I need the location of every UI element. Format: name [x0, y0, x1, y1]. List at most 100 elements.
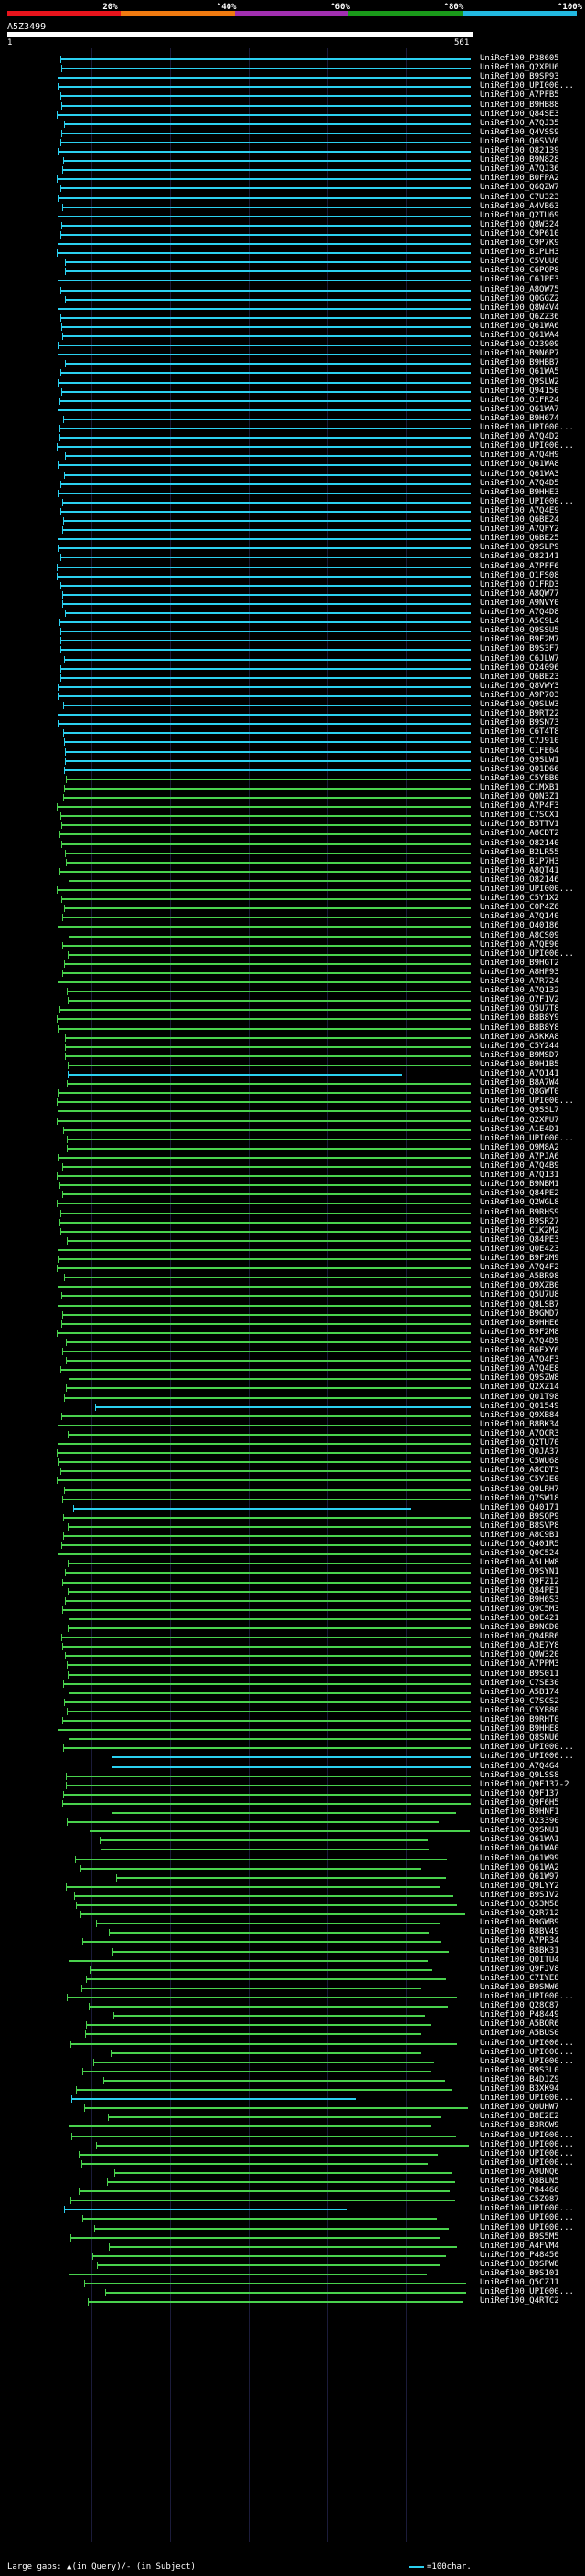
subject-id-link[interactable]: UniRef100_UPI000...: [480, 2056, 574, 2066]
subject-id-link[interactable]: UniRef100_Q8VWY3: [480, 681, 559, 691]
subject-id-link[interactable]: UniRef100_B1P7H3: [480, 856, 559, 866]
alignment-row[interactable]: UniRef100_B9SN73: [0, 718, 585, 728]
subject-id-link[interactable]: UniRef100_Q4RTC2: [480, 2296, 559, 2306]
alignment-row[interactable]: UniRef100_Q0JA37: [0, 1447, 585, 1458]
subject-id-link[interactable]: UniRef100_UPI000...: [480, 2204, 574, 2214]
subject-id-link[interactable]: UniRef100_B4DJZ9: [480, 2074, 559, 2084]
subject-id-link[interactable]: UniRef100_UPI000...: [480, 423, 574, 432]
subject-id-link[interactable]: UniRef100_O23390: [480, 1817, 559, 1827]
alignment-row[interactable]: UniRef100_UPI000...: [0, 2158, 585, 2168]
alignment-row[interactable]: UniRef100_A8C9B1: [0, 1531, 585, 1540]
alignment-row[interactable]: UniRef100_B9RHT0: [0, 1715, 585, 1724]
subject-id-link[interactable]: UniRef100_Q61WA7: [480, 404, 559, 414]
alignment-row[interactable]: UniRef100_C5WU68: [0, 1457, 585, 1467]
subject-id-link[interactable]: UniRef100_Q61WA3: [480, 469, 559, 479]
subject-id-link[interactable]: UniRef100_A5LHW8: [480, 1558, 559, 1568]
alignment-row[interactable]: UniRef100_B9N828: [0, 155, 585, 165]
subject-id-link[interactable]: UniRef100_B9GWB9: [480, 1918, 559, 1928]
alignment-row[interactable]: UniRef100_Q8VWY3: [0, 682, 585, 691]
alignment-row[interactable]: UniRef100_Q61WA0: [0, 1844, 585, 1854]
alignment-row[interactable]: UniRef100_Q01T98: [0, 1393, 585, 1402]
subject-id-link[interactable]: UniRef100_A7Q4D8: [480, 608, 559, 617]
subject-id-link[interactable]: UniRef100_Q94150: [480, 386, 559, 396]
alignment-row[interactable]: UniRef100_UPI000...: [0, 423, 585, 432]
subject-id-link[interactable]: UniRef100_Q8GWT0: [480, 1087, 559, 1097]
subject-id-link[interactable]: UniRef100_C5VUU6: [480, 257, 559, 267]
alignment-row[interactable]: UniRef100_Q01549: [0, 1402, 585, 1411]
alignment-row[interactable]: UniRef100_O82140: [0, 839, 585, 848]
alignment-row[interactable]: UniRef100_Q9FJV8: [0, 1965, 585, 1974]
alignment-row[interactable]: UniRef100_B9N6P7: [0, 349, 585, 359]
alignment-row[interactable]: UniRef100_B9HHE8: [0, 1724, 585, 1734]
alignment-row[interactable]: UniRef100_Q9F137-2: [0, 1780, 585, 1789]
subject-id-link[interactable]: UniRef100_A7QJ36: [480, 164, 559, 175]
alignment-row[interactable]: UniRef100_A9P703: [0, 691, 585, 700]
subject-id-link[interactable]: UniRef100_B9H1B5: [480, 1059, 559, 1069]
alignment-row[interactable]: UniRef100_Q4VSS9: [0, 128, 585, 137]
alignment-row[interactable]: UniRef100_B8E2E2: [0, 2112, 585, 2122]
subject-id-link[interactable]: UniRef100_Q5U7U8: [480, 1290, 559, 1300]
alignment-row[interactable]: UniRef100_B9SMW6: [0, 1983, 585, 1992]
subject-id-link[interactable]: UniRef100_C7SCS2: [480, 1696, 559, 1706]
alignment-row[interactable]: UniRef100_B5TTV1: [0, 820, 585, 830]
subject-id-link[interactable]: UniRef100_C9P610: [480, 228, 559, 239]
alignment-row[interactable]: UniRef100_Q0GGZ2: [0, 294, 585, 303]
alignment-row[interactable]: UniRef100_A7Q4D2: [0, 432, 585, 442]
alignment-row[interactable]: UniRef100_Q61WA2: [0, 1863, 585, 1872]
alignment-row[interactable]: UniRef100_B8BK34: [0, 1420, 585, 1429]
alignment-row[interactable]: UniRef100_A5KKA8: [0, 1033, 585, 1042]
subject-id-link[interactable]: UniRef100_Q61WA0: [480, 1844, 559, 1854]
subject-id-link[interactable]: UniRef100_Q84PE2: [480, 1189, 559, 1199]
subject-id-link[interactable]: UniRef100_Q84PE3: [480, 1235, 559, 1245]
alignment-row[interactable]: UniRef100_A7Q4E8: [0, 1364, 585, 1374]
alignment-row[interactable]: UniRef100_UPI000...: [0, 2039, 585, 2048]
subject-id-link[interactable]: UniRef100_C7SE30: [480, 1678, 559, 1688]
subject-id-link[interactable]: UniRef100_A5B174: [480, 1687, 559, 1697]
alignment-row[interactable]: UniRef100_P84466: [0, 2186, 585, 2196]
alignment-row[interactable]: UniRef100_A4FVM4: [0, 2242, 585, 2251]
alignment-row[interactable]: UniRef100_O1FRD3: [0, 580, 585, 589]
alignment-row[interactable]: UniRef100_A9NVY0: [0, 599, 585, 608]
alignment-row[interactable]: UniRef100_B9S3F7: [0, 644, 585, 654]
alignment-row[interactable]: UniRef100_A7R724: [0, 977, 585, 986]
subject-id-link[interactable]: UniRef100_B9GMD7: [480, 1309, 559, 1319]
alignment-row[interactable]: UniRef100_Q61WA4: [0, 331, 585, 340]
alignment-row[interactable]: UniRef100_B9S3L0: [0, 2066, 585, 2075]
subject-id-link[interactable]: UniRef100_A5BQR6: [480, 2019, 559, 2030]
subject-id-link[interactable]: UniRef100_C9P7K9: [480, 239, 559, 248]
subject-id-link[interactable]: UniRef100_Q5U7T8: [480, 1004, 559, 1014]
subject-id-link[interactable]: UniRef100_A7PFF6: [480, 561, 559, 571]
alignment-row[interactable]: UniRef100_A5BUS0: [0, 2029, 585, 2039]
alignment-row[interactable]: UniRef100_UPI000...: [0, 1992, 585, 2001]
alignment-row[interactable]: UniRef100_UPI000...: [0, 1134, 585, 1143]
alignment-row[interactable]: UniRef100_A8QT41: [0, 866, 585, 875]
alignment-row[interactable]: UniRef100_B9HNF1: [0, 1807, 585, 1817]
subject-id-link[interactable]: UniRef100_O1FRD3: [480, 579, 559, 589]
alignment-row[interactable]: UniRef100_A8CDT3: [0, 1466, 585, 1476]
subject-id-link[interactable]: UniRef100_Q61WA5: [480, 367, 559, 377]
alignment-row[interactable]: UniRef100_O1FS08: [0, 571, 585, 580]
alignment-row[interactable]: UniRef100_B9SR27: [0, 1217, 585, 1226]
subject-id-link[interactable]: UniRef100_Q2R712: [480, 1909, 559, 1919]
subject-id-link[interactable]: UniRef100_C6JLW7: [480, 653, 559, 663]
alignment-row[interactable]: UniRef100_B9F2M7: [0, 635, 585, 645]
alignment-row[interactable]: UniRef100_A7PR34: [0, 1936, 585, 1946]
alignment-row[interactable]: UniRef100_B4DJZ9: [0, 2075, 585, 2084]
subject-id-link[interactable]: UniRef100_A5KKA8: [480, 1032, 559, 1042]
subject-id-link[interactable]: UniRef100_A9NVY0: [480, 598, 559, 608]
subject-id-link[interactable]: UniRef100_Q9SZW8: [480, 1373, 559, 1383]
subject-id-link[interactable]: UniRef100_Q0N3Z1: [480, 792, 559, 801]
subject-id-link[interactable]: UniRef100_Q9SYN1: [480, 1567, 559, 1577]
subject-id-link[interactable]: UniRef100_Q01T98: [480, 1392, 559, 1402]
subject-id-link[interactable]: UniRef100_C7SCX1: [480, 811, 559, 821]
alignment-row[interactable]: UniRef100_A1E4D1: [0, 1125, 585, 1134]
alignment-row[interactable]: UniRef100_C5YB80: [0, 1706, 585, 1715]
alignment-row[interactable]: UniRef100_Q9XB84: [0, 1411, 585, 1420]
subject-id-link[interactable]: UniRef100_UPI000...: [480, 2157, 574, 2168]
subject-id-link[interactable]: UniRef100_Q9SSU5: [480, 626, 559, 636]
alignment-row[interactable]: UniRef100_C1K2M2: [0, 1226, 585, 1235]
subject-id-link[interactable]: UniRef100_B8E2E2: [480, 2112, 559, 2122]
subject-id-link[interactable]: UniRef100_B9MSD7: [480, 1050, 559, 1060]
alignment-row[interactable]: UniRef100_Q9SNU1: [0, 1826, 585, 1836]
alignment-row[interactable]: UniRef100_C9P7K9: [0, 239, 585, 248]
